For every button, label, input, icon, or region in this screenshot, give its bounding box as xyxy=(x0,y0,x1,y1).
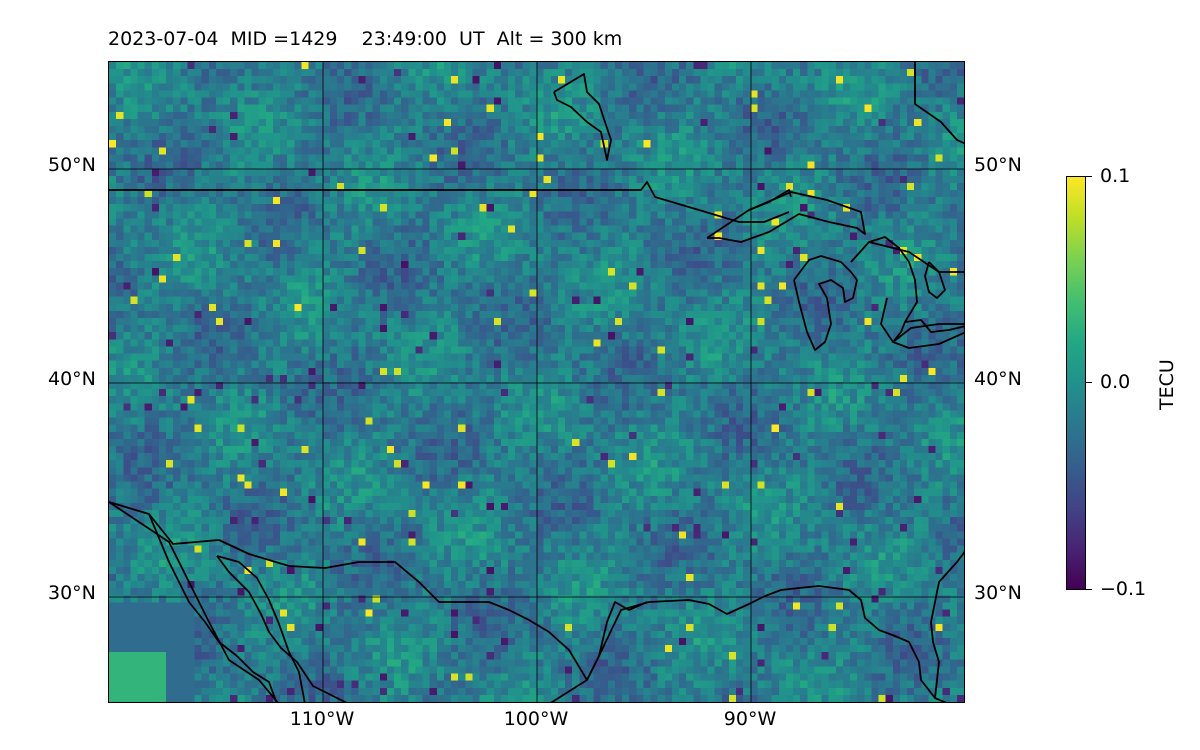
colorbar xyxy=(1066,176,1086,590)
lake-michigan-east xyxy=(850,236,918,343)
baja-peninsula xyxy=(148,513,278,702)
lat-label-40n-left: 40°N xyxy=(48,368,96,390)
lake-erie xyxy=(892,323,964,349)
lat-label-40n-right: 40°N xyxy=(974,368,1022,390)
map-overlay xyxy=(109,62,964,702)
georgian-bay xyxy=(924,261,946,299)
tec-map[interactable] xyxy=(108,61,965,703)
florida-panhandle xyxy=(930,551,964,699)
hudson-bay-shore xyxy=(914,62,964,145)
texas-coast xyxy=(586,601,648,681)
mexico-border xyxy=(109,501,588,681)
colorbar-title: TECU xyxy=(1156,359,1178,410)
title-alt: Alt = 300 km xyxy=(496,28,623,50)
gulf-california xyxy=(216,555,306,702)
lake-of-woods-island xyxy=(553,73,612,161)
lat-label-50n-left: 50°N xyxy=(48,154,96,176)
coastlines xyxy=(109,62,964,702)
michigan-thumb xyxy=(904,319,964,333)
gulf-coast xyxy=(550,585,947,702)
gridlines xyxy=(109,62,964,702)
lat-label-50n-right: 50°N xyxy=(974,154,1022,176)
lat-label-30n-right: 30°N xyxy=(974,582,1022,604)
mexico-mainland-coast xyxy=(216,555,348,702)
title-time: 23:49:00 UT xyxy=(361,28,485,50)
colorbar-tick-min xyxy=(1086,589,1092,590)
baja-coast xyxy=(109,501,279,702)
colorbar-label-max: 0.1 xyxy=(1100,165,1131,187)
lake-huron xyxy=(868,241,964,273)
title-date: 2023-07-04 xyxy=(108,28,219,50)
us-canada-border xyxy=(109,181,790,223)
title-mid: MID =1429 xyxy=(230,28,338,50)
colorbar-tick-max xyxy=(1086,176,1092,177)
lat-label-30n-left: 30°N xyxy=(48,582,96,604)
colorbar-tick-zero xyxy=(1086,382,1092,383)
lon-label-110w: 110°W xyxy=(289,708,355,730)
colorbar-label-min: −0.1 xyxy=(1100,578,1147,600)
lon-label-100w: 100°W xyxy=(503,708,569,730)
map-title: 2023-07-04 MID =1429 23:49:00 UT Alt = 3… xyxy=(108,28,622,50)
lon-label-90w: 90°W xyxy=(723,708,777,730)
lake-superior-north xyxy=(748,189,792,211)
lake-superior xyxy=(706,191,866,243)
lake-michigan xyxy=(793,255,858,351)
colorbar-label-zero: 0.0 xyxy=(1100,371,1131,393)
